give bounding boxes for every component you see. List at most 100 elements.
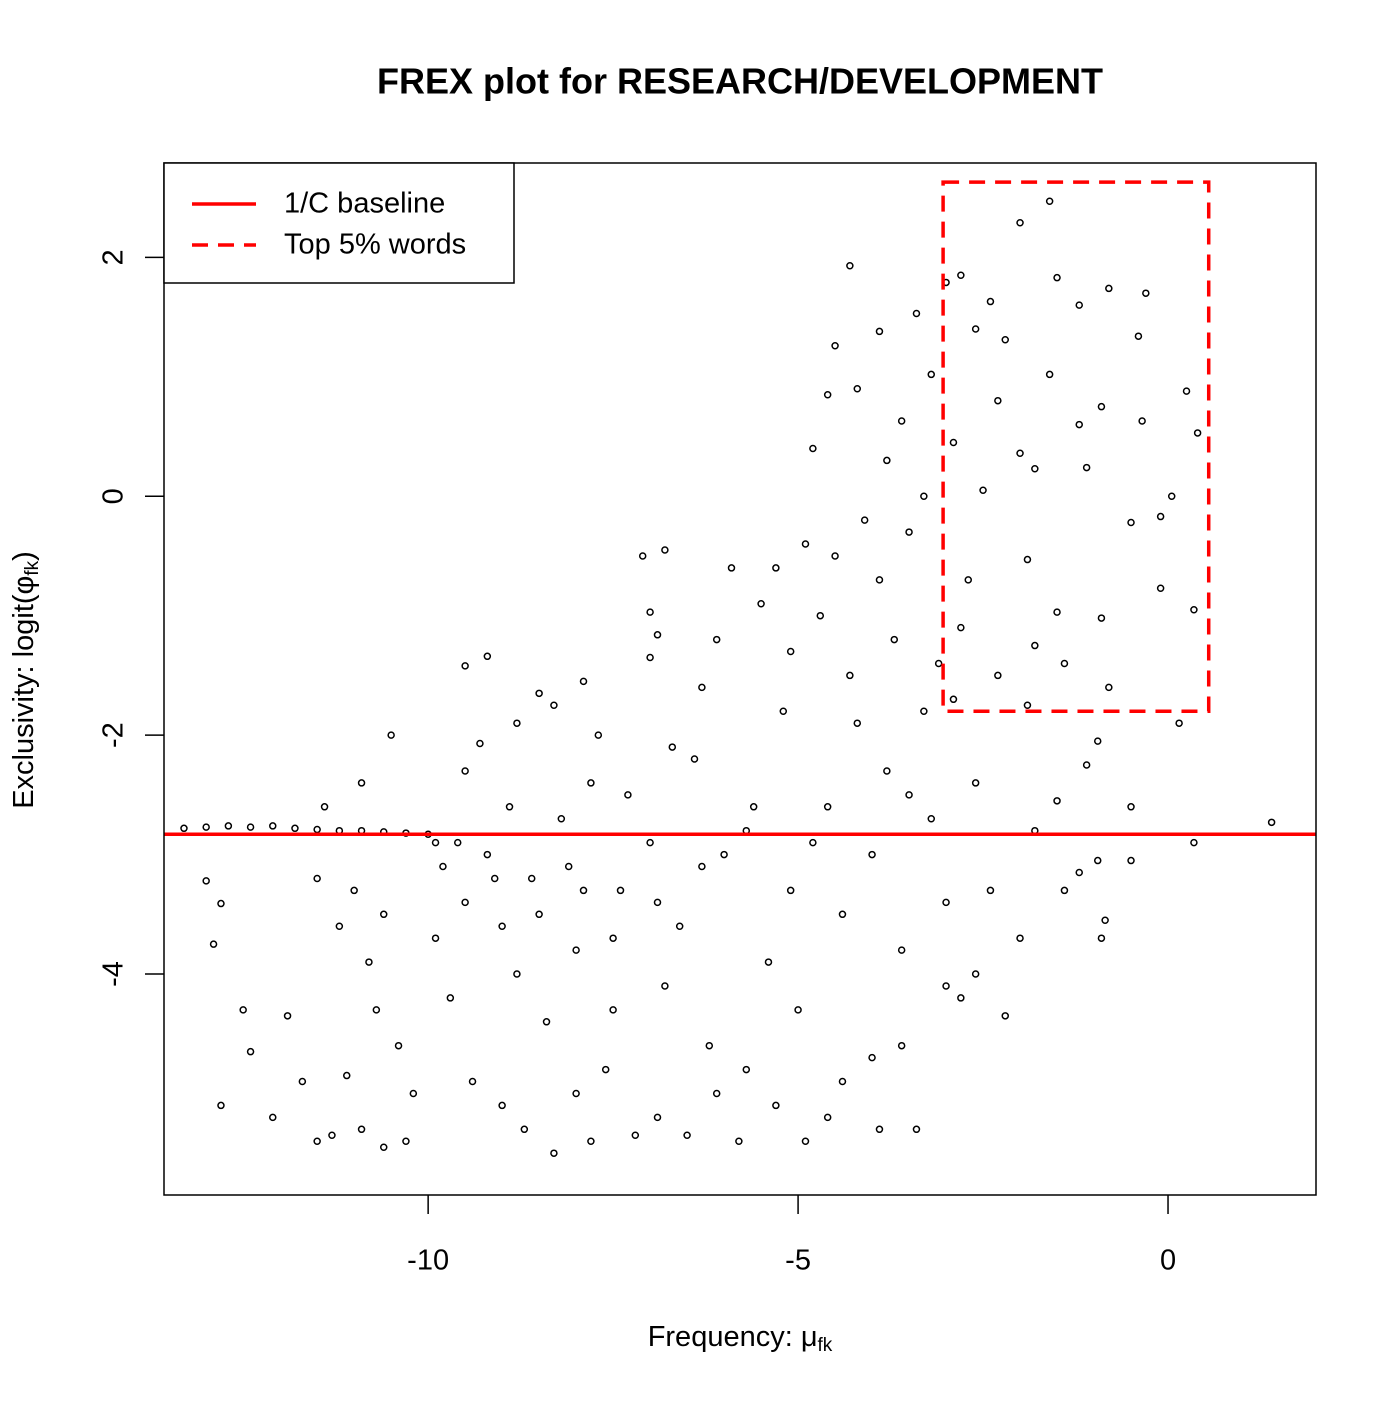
point [875, 1125, 884, 1134]
point [846, 261, 854, 270]
point [535, 689, 543, 698]
point [964, 576, 973, 584]
y-tick-label: -4 [98, 961, 130, 987]
point [1053, 797, 1061, 805]
point [1060, 886, 1069, 895]
point [1082, 463, 1091, 472]
point [942, 982, 950, 990]
point [313, 1137, 321, 1145]
point [202, 823, 210, 831]
point [490, 874, 499, 883]
top-words-box [941, 180, 1211, 714]
point [920, 707, 928, 715]
point [217, 899, 225, 908]
point [1060, 659, 1069, 668]
plot-frame [163, 162, 1317, 1196]
point [698, 862, 706, 871]
point [283, 1012, 292, 1020]
point [550, 701, 558, 710]
point [461, 662, 469, 670]
x-axis-label-part: Frequency: μ [648, 1321, 818, 1353]
point [409, 1089, 418, 1098]
x-tick-label: -5 [785, 1245, 811, 1277]
point [609, 1006, 617, 1014]
point [527, 874, 536, 883]
point [335, 922, 344, 930]
point [971, 325, 980, 333]
point [624, 791, 632, 799]
point [860, 516, 869, 524]
point [868, 850, 876, 859]
point [698, 683, 706, 692]
point [1156, 512, 1165, 521]
point [1075, 420, 1083, 429]
point [668, 743, 677, 751]
point [616, 886, 625, 895]
point [786, 647, 795, 656]
point [986, 297, 995, 306]
point [979, 486, 987, 495]
point [320, 803, 329, 811]
point [246, 1047, 255, 1056]
point [772, 1101, 780, 1110]
point [927, 815, 936, 823]
point [875, 576, 884, 584]
point [579, 886, 588, 895]
point [313, 825, 321, 834]
point [1093, 856, 1102, 865]
point [661, 546, 669, 554]
point [890, 635, 899, 644]
point [838, 1077, 847, 1086]
point [1016, 449, 1024, 457]
point [764, 958, 773, 966]
point [957, 271, 965, 280]
point [1075, 301, 1083, 309]
point [646, 608, 654, 616]
point [224, 822, 233, 830]
point [520, 1125, 529, 1134]
point [949, 438, 958, 447]
point [949, 695, 958, 704]
point [757, 600, 765, 608]
point [1105, 284, 1113, 293]
point [986, 886, 995, 895]
point [1053, 273, 1061, 282]
x-tick-label: -10 [407, 1245, 449, 1277]
point [1016, 218, 1024, 227]
point [1156, 584, 1165, 592]
point [513, 719, 521, 727]
point [535, 910, 543, 919]
point [291, 824, 299, 833]
point [638, 552, 647, 560]
point [1190, 605, 1198, 614]
point [1075, 868, 1083, 877]
point [794, 1006, 802, 1014]
point [372, 1006, 381, 1014]
point [217, 1101, 225, 1110]
y-axis-label-part: Exclusivity: logit(φ [8, 576, 40, 809]
point [1138, 417, 1146, 425]
point [727, 564, 736, 572]
point [853, 385, 862, 393]
point [823, 803, 832, 811]
point [1105, 683, 1113, 692]
point [461, 767, 469, 775]
point [1097, 614, 1106, 622]
point [1127, 518, 1135, 527]
legend-box [163, 162, 515, 284]
point [601, 1065, 610, 1074]
point [1016, 934, 1024, 942]
point [1031, 465, 1039, 473]
point [239, 1006, 247, 1014]
point [1045, 370, 1054, 379]
point [209, 940, 218, 948]
point [1175, 719, 1183, 727]
point [402, 1137, 410, 1145]
point [912, 1125, 921, 1134]
point [749, 803, 758, 811]
point [1182, 387, 1191, 395]
point [379, 910, 388, 919]
point [1023, 701, 1032, 710]
legend-label: 1/C baseline [284, 188, 445, 220]
